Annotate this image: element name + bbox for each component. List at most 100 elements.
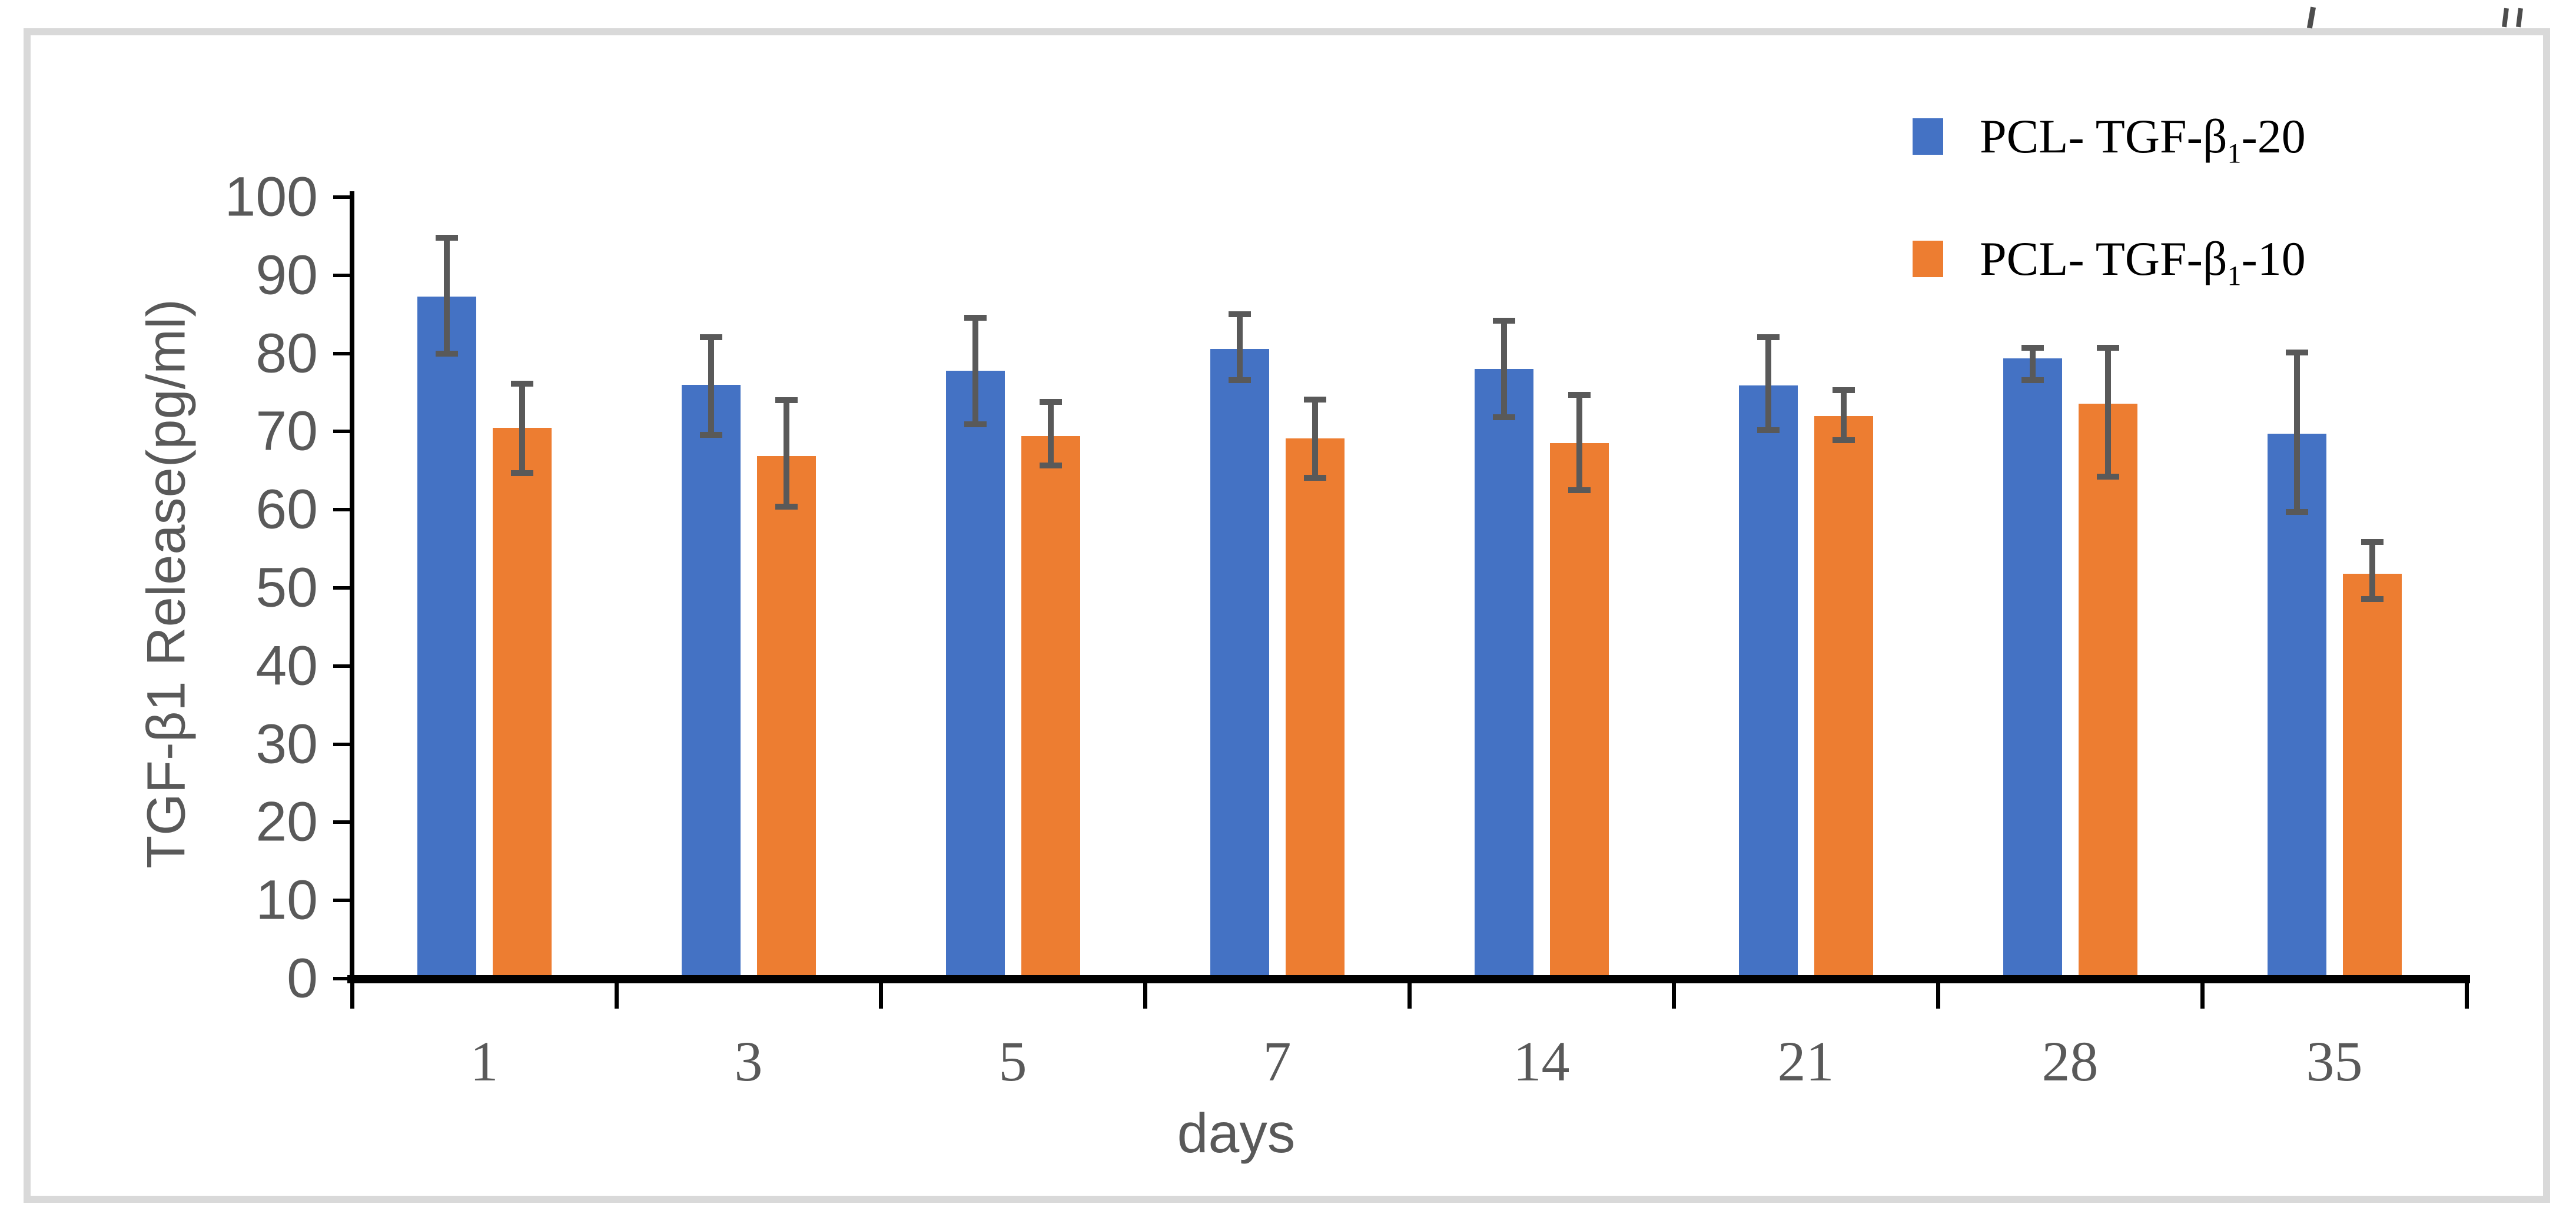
legend-swatch-series2 bbox=[1913, 241, 1943, 277]
error-bar-cap-top bbox=[1228, 311, 1251, 318]
error-bar-cap-bottom bbox=[1039, 462, 1062, 468]
y-tick-label: 40 bbox=[255, 634, 318, 697]
x-tick-label: 28 bbox=[2041, 1030, 2099, 1093]
bar-series1-day1 bbox=[417, 296, 476, 976]
y-axis-tick bbox=[333, 820, 352, 824]
x-axis-tick bbox=[615, 983, 619, 1009]
bar-series1-day3 bbox=[681, 384, 741, 976]
y-tick-label: 80 bbox=[255, 322, 318, 385]
error-bar-cap-bottom bbox=[2361, 596, 2384, 602]
x-axis-tick bbox=[2200, 983, 2205, 1009]
y-axis-tick bbox=[333, 586, 352, 590]
x-axis-title: days bbox=[1177, 1102, 1296, 1165]
error-bar-cap-top bbox=[1832, 387, 1855, 394]
y-axis-tick bbox=[333, 508, 352, 512]
x-tick-label: 3 bbox=[734, 1030, 763, 1093]
y-tick-label: 60 bbox=[255, 478, 318, 541]
bar-series2-day28 bbox=[2078, 403, 2137, 976]
y-tick-label: 50 bbox=[255, 556, 318, 619]
error-bar-cap-top bbox=[510, 381, 533, 387]
error-bar-line bbox=[1047, 401, 1054, 465]
error-bar-cap-bottom bbox=[1492, 414, 1515, 421]
error-bar-cap-top bbox=[2285, 350, 2308, 356]
bar-series2-day1 bbox=[492, 427, 552, 976]
y-tick-label: 10 bbox=[255, 869, 318, 932]
x-tick-label: 14 bbox=[1513, 1030, 1570, 1093]
error-bar-line bbox=[519, 384, 525, 473]
error-bar-line bbox=[1236, 314, 1243, 380]
error-bar-cap-bottom bbox=[1757, 427, 1780, 433]
y-tick-label: 100 bbox=[224, 165, 318, 228]
legend-label-series2: PCL- TGF-β1-10 bbox=[1980, 232, 2306, 292]
y-axis-line bbox=[350, 191, 354, 983]
error-bar-cap-bottom bbox=[1568, 487, 1591, 493]
y-axis-tick bbox=[333, 195, 352, 199]
y-axis-tick bbox=[333, 977, 352, 980]
y-axis-tick bbox=[333, 899, 352, 903]
error-bar-cap-bottom bbox=[1303, 474, 1326, 481]
error-bar-cap-top bbox=[1568, 391, 1591, 398]
error-bar-cap-top bbox=[775, 397, 798, 404]
x-tick-label: 7 bbox=[1263, 1030, 1292, 1093]
error-bar-cap-top bbox=[435, 235, 458, 241]
x-tick-label: 35 bbox=[2306, 1030, 2363, 1093]
bar-series1-day35 bbox=[2267, 434, 2326, 976]
bar-series1-day28 bbox=[2003, 358, 2062, 976]
error-bar-cap-bottom bbox=[699, 431, 722, 438]
x-axis-tick bbox=[1407, 983, 1412, 1009]
error-bar-line bbox=[2293, 352, 2300, 513]
bar-series1-day5 bbox=[945, 370, 1005, 976]
x-axis-tick bbox=[350, 983, 354, 1009]
bar-series2-day14 bbox=[1549, 443, 1609, 976]
cropped-text-fragment bbox=[2306, 6, 2316, 29]
error-bar-cap-bottom bbox=[2096, 474, 2119, 480]
error-bar-line bbox=[2369, 541, 2375, 599]
error-bar-cap-bottom bbox=[775, 503, 798, 510]
error-bar-line bbox=[1576, 394, 1582, 490]
x-axis-tick bbox=[1143, 983, 1147, 1009]
error-bar-cap-top bbox=[1039, 398, 1062, 405]
error-bar-cap-top bbox=[2361, 538, 2384, 545]
error-bar-line bbox=[1840, 390, 1847, 440]
error-bar-cap-top bbox=[2096, 345, 2119, 351]
y-tick-label: 20 bbox=[255, 790, 318, 853]
error-bar-line bbox=[1501, 320, 1507, 418]
error-bar-line bbox=[2104, 348, 2111, 477]
bar-series2-day35 bbox=[2342, 574, 2402, 976]
y-tick-label: 90 bbox=[255, 244, 318, 307]
error-bar-cap-bottom bbox=[1832, 437, 1855, 443]
y-tick-label: 30 bbox=[255, 713, 318, 776]
x-tick-label: 1 bbox=[470, 1030, 499, 1093]
bar-series2-day7 bbox=[1285, 438, 1345, 976]
y-axis-tick bbox=[333, 742, 352, 746]
error-bar-line bbox=[972, 317, 978, 425]
error-bar-line bbox=[708, 337, 714, 435]
error-bar-cap-bottom bbox=[964, 421, 987, 428]
error-bar-line bbox=[1765, 337, 1771, 430]
error-bar-cap-top bbox=[1757, 334, 1780, 340]
error-bar-cap-top bbox=[964, 314, 987, 321]
error-bar-cap-bottom bbox=[1228, 377, 1251, 383]
cropped-text-fragment bbox=[2502, 8, 2509, 28]
error-bar-cap-bottom bbox=[435, 350, 458, 357]
bar-series2-day5 bbox=[1021, 436, 1080, 976]
bar-series2-day21 bbox=[1814, 415, 1873, 976]
bar-series1-day14 bbox=[1474, 369, 1533, 976]
bar-series1-day21 bbox=[1738, 385, 1798, 976]
cropped-text-fragment bbox=[2516, 8, 2523, 28]
x-axis-tick bbox=[2465, 983, 2469, 1009]
y-axis-tick bbox=[333, 430, 352, 434]
bar-series1-day7 bbox=[1210, 348, 1269, 976]
error-bar-cap-bottom bbox=[2021, 377, 2044, 383]
y-axis-tick bbox=[333, 273, 352, 277]
error-bar-cap-top bbox=[699, 334, 722, 340]
error-bar-cap-bottom bbox=[2285, 509, 2308, 515]
error-bar-line bbox=[443, 238, 450, 354]
error-bar-line bbox=[1312, 399, 1318, 478]
legend-swatch-series1 bbox=[1913, 118, 1943, 155]
error-bar-cap-top bbox=[1303, 396, 1326, 403]
y-tick-label: 70 bbox=[255, 400, 318, 463]
y-tick-label: 0 bbox=[287, 947, 318, 1010]
error-bar-cap-bottom bbox=[510, 470, 533, 476]
